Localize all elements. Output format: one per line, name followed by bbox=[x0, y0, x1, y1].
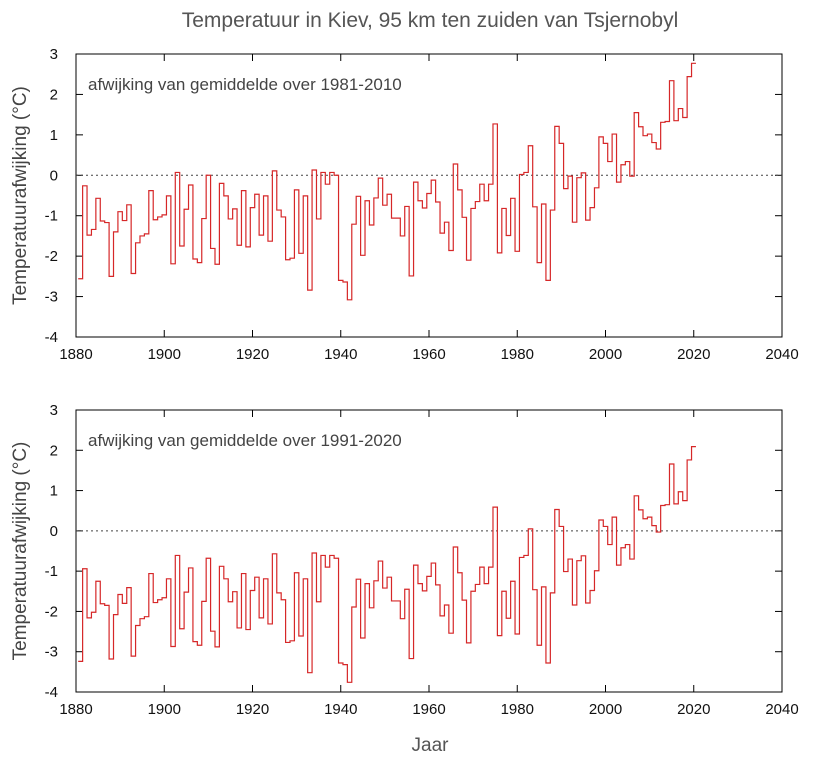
y-tick-label: 2 bbox=[50, 442, 58, 459]
x-tick-label: 1900 bbox=[148, 346, 181, 363]
x-tick-label: 1960 bbox=[412, 346, 445, 363]
x-tick-label: 1920 bbox=[236, 701, 269, 718]
y-tick-label: 1 bbox=[50, 483, 58, 500]
y-axis-label: Temperatuurafwijking (°C) bbox=[10, 442, 31, 661]
y-tick-label: 2 bbox=[50, 86, 58, 103]
x-tick-label: 1940 bbox=[324, 701, 357, 718]
chart-title: Temperatuur in Kiev, 95 km ten zuiden va… bbox=[182, 9, 678, 32]
y-tick-label: -1 bbox=[45, 208, 58, 225]
x-tick-label: 2020 bbox=[677, 346, 710, 363]
x-tick-label: 1900 bbox=[148, 701, 181, 718]
baseline-annotation: afwijking van gemiddelde over 1981-2010 bbox=[88, 75, 402, 94]
temperature-line bbox=[78, 62, 696, 301]
y-tick-label: -3 bbox=[45, 644, 58, 661]
temperature-line bbox=[78, 446, 696, 683]
x-tick-label: 2000 bbox=[589, 346, 622, 363]
x-tick-label: 1980 bbox=[501, 346, 534, 363]
y-tick-label: 3 bbox=[50, 402, 58, 419]
x-tick-label: 2040 bbox=[765, 346, 798, 363]
y-axis-label: Temperatuurafwijking (°C) bbox=[10, 86, 31, 305]
y-tick-label: 1 bbox=[50, 127, 58, 144]
baseline-annotation: afwijking van gemiddelde over 1991-2020 bbox=[88, 431, 402, 450]
plot-frame bbox=[75, 53, 783, 338]
x-tick-label: 1940 bbox=[324, 346, 357, 363]
plot-frame bbox=[75, 409, 783, 693]
x-axis-label: Jaar bbox=[412, 735, 450, 756]
y-tick-label: -2 bbox=[45, 603, 58, 620]
x-tick-label: 1880 bbox=[59, 346, 92, 363]
y-tick-label: -3 bbox=[45, 289, 58, 306]
y-tick-label: -4 bbox=[45, 329, 58, 346]
chart-panel-1: 1880 1900 1920 1940 1960 1980 2000 2020 2040 3 2 1 0… bbox=[10, 46, 799, 363]
x-tick-label: 1960 bbox=[412, 701, 445, 718]
y-tick-label: 0 bbox=[50, 523, 58, 540]
chart-panel-2: 1880 1900 1920 1940 1960 1980 2000 2020 2040 3 2 1 0… bbox=[10, 402, 799, 718]
y-tick-label: -4 bbox=[45, 684, 58, 701]
x-tick-label: 2040 bbox=[765, 701, 798, 718]
x-tick-label: 1980 bbox=[501, 701, 534, 718]
y-tick-label: -1 bbox=[45, 563, 58, 580]
y-tick-label: -2 bbox=[45, 248, 58, 265]
x-tick-label: 2000 bbox=[589, 701, 622, 718]
y-tick-label: 0 bbox=[50, 167, 58, 184]
x-tick-label: 1880 bbox=[59, 701, 92, 718]
x-tick-label: 2020 bbox=[677, 701, 710, 718]
y-tick-label: 3 bbox=[50, 46, 58, 63]
x-tick-label: 1920 bbox=[236, 346, 269, 363]
